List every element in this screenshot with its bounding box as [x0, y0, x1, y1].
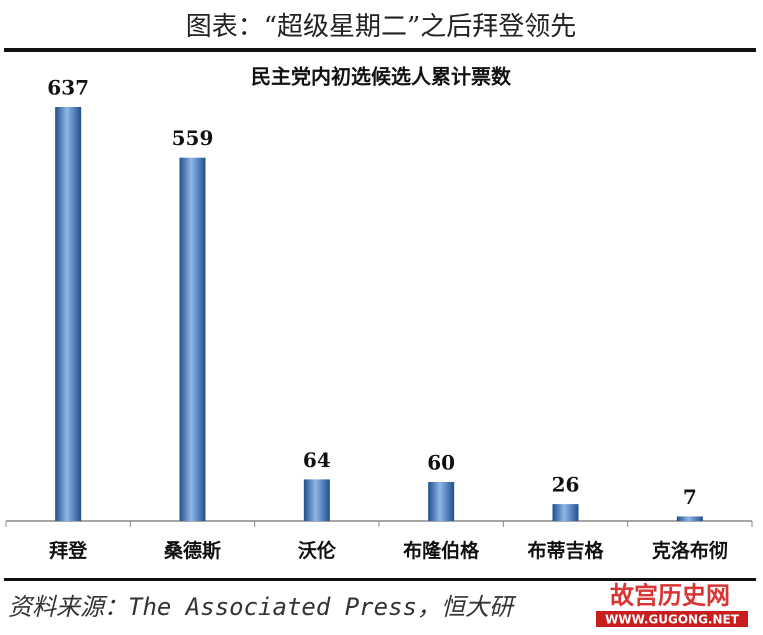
value-label: 26 — [552, 473, 580, 497]
header-title: 图表：“超级星期二”之后拜登领先 — [186, 12, 577, 42]
value-label: 559 — [172, 126, 214, 150]
footer-rule — [4, 578, 756, 581]
bar — [303, 479, 330, 521]
bar — [428, 482, 455, 521]
watermark-name: 故宫历史网 — [610, 581, 730, 610]
chart-title: 民主党内初选候选人累计票数 — [251, 65, 512, 89]
value-label: 7 — [683, 485, 697, 509]
bar — [55, 107, 82, 521]
x-tick-label: 布隆伯格 — [403, 539, 480, 562]
value-label: 637 — [47, 76, 89, 100]
x-tick-label: 拜登 — [49, 539, 88, 562]
value-label: 60 — [427, 451, 455, 475]
bar — [676, 516, 703, 521]
watermark-band — [596, 611, 748, 627]
x-tick-label: 布蒂吉格 — [527, 539, 604, 562]
watermark-url: WWW.GUGONG.NET — [605, 613, 740, 627]
x-tick-label: 桑德斯 — [164, 539, 221, 562]
x-tick-label: 沃伦 — [298, 539, 337, 562]
x-tick-label: 克洛布彻 — [652, 539, 728, 562]
header-rule — [4, 48, 756, 52]
bar — [179, 157, 206, 521]
bar — [552, 504, 579, 521]
value-label: 64 — [303, 448, 331, 472]
source: 资料来源：The Associated Press，恒大研 — [8, 593, 517, 621]
